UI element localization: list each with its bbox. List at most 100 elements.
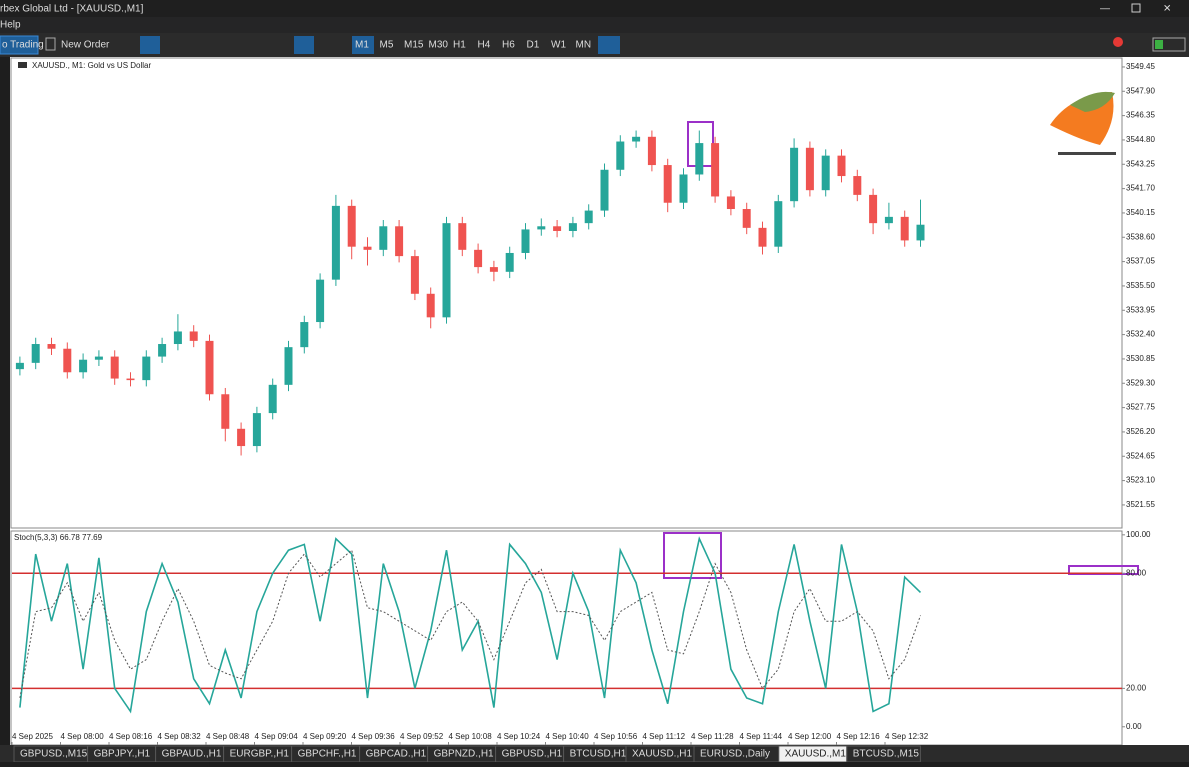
title-bar (0, 0, 1189, 17)
y-tick-label: 3532.40 (1126, 330, 1155, 339)
x-tick-label: 4 Sep 11:28 (691, 732, 734, 741)
y-tick-label: 3549.45 (1126, 62, 1155, 71)
candle-body (173, 331, 182, 345)
candle-body (474, 249, 483, 268)
y-tick-label: 3530.85 (1126, 354, 1155, 363)
algo-button[interactable] (0, 35, 39, 55)
battery (1152, 37, 1186, 52)
candle-body (94, 356, 103, 360)
new-order[interactable]: New Order (61, 40, 110, 51)
tab-label: GBPNZD.,H1 (434, 749, 494, 760)
x-tick-label: 4 Sep 11:44 (740, 732, 783, 741)
candle-body (158, 344, 167, 357)
candle-body (410, 256, 419, 294)
close[interactable]: ✕ (1163, 4, 1171, 15)
cursor-tool[interactable] (598, 36, 620, 54)
y-tick-label: 3524.65 (1126, 451, 1155, 460)
candle-body (126, 378, 135, 381)
candle-body (632, 136, 641, 142)
y-tick-label: 3546.35 (1126, 111, 1155, 120)
candle-body (284, 347, 293, 385)
tab-label: XAUUSD.,M1 (785, 749, 847, 760)
candle-body (47, 344, 56, 349)
y-tick-label: 3544.80 (1126, 135, 1155, 144)
candle-body (15, 362, 24, 370)
x-tick-label: 4 Sep 08:48 (206, 732, 250, 741)
candle-body (758, 227, 767, 247)
candle-body (647, 136, 656, 166)
x-tick-label: 4 Sep 10:40 (546, 732, 590, 741)
timeframe[interactable]: H4 (478, 40, 491, 51)
x-tick-label: 4 Sep 09:36 (352, 732, 396, 741)
candle-body (537, 226, 546, 230)
x-tick-label: 4 Sep 10:56 (594, 732, 638, 741)
y-tick-label: 3529.30 (1126, 378, 1155, 387)
y-tick-label: 3537.05 (1126, 257, 1155, 266)
candle-body (221, 394, 230, 429)
chart-title: XAUUSD., M1: Gold vs US Dollar (32, 61, 151, 70)
x-tick-label: 4 Sep 11:12 (643, 732, 686, 741)
menu-help[interactable]: Help (0, 20, 21, 31)
timeframe[interactable]: M5 (380, 40, 394, 51)
candle-body (521, 229, 530, 253)
candle-body (837, 155, 846, 177)
y-tick-label: 20.00 (1126, 683, 1147, 692)
y-tick-label: 3538.60 (1126, 232, 1155, 241)
candle-body (568, 223, 577, 231)
candle-body (869, 194, 878, 224)
x-tick-label: 4 Sep 09:04 (255, 732, 299, 741)
timeframe[interactable]: M30 (429, 40, 449, 51)
candle-body (347, 205, 356, 247)
candle-body (584, 210, 593, 224)
candle-body (695, 143, 704, 175)
minimize[interactable]: — (1100, 4, 1110, 15)
timeframe-active[interactable] (352, 36, 374, 54)
timeframe[interactable]: W1 (551, 40, 566, 51)
y-tick-label: 3533.95 (1126, 305, 1155, 314)
symbol-icon (18, 62, 27, 68)
tab-label: EURGBP.,H1 (230, 749, 290, 760)
timeframe[interactable]: MN (576, 40, 592, 51)
timeframe[interactable]: M1 (355, 40, 369, 51)
chart-area (10, 57, 1189, 745)
tab-label: GBPJPY.,H1 (94, 749, 151, 760)
tab-label: GBPUSD.,H1 (502, 749, 563, 760)
tab-label: XAUUSD.,H1 (632, 749, 692, 760)
y-tick-label: 100.00 (1126, 530, 1151, 539)
candle-body (237, 428, 246, 447)
timeframe[interactable]: H1 (453, 40, 466, 51)
candle-body (600, 169, 609, 211)
candle-mode[interactable] (140, 36, 160, 54)
candle-body (742, 209, 751, 228)
candle-body (63, 348, 72, 373)
candle-body (505, 252, 514, 272)
timeframe[interactable]: D1 (527, 40, 540, 51)
candle-body (711, 143, 720, 197)
candle-body (252, 413, 261, 447)
x-tick-label: 4 Sep 08:32 (158, 732, 202, 741)
timeframe[interactable]: H6 (502, 40, 515, 51)
candle-body (553, 226, 562, 231)
tab-label: EURUSD.,Daily (700, 749, 770, 760)
candle-body (395, 226, 404, 257)
candle-body (31, 344, 40, 363)
logo (1050, 91, 1116, 155)
candle-body (142, 356, 151, 381)
candle-body (679, 174, 688, 203)
timeframe[interactable]: M15 (404, 40, 424, 51)
notification[interactable] (1113, 37, 1123, 47)
autoscroll[interactable] (294, 36, 314, 54)
left-strip (0, 57, 10, 745)
candle-body (205, 340, 214, 395)
candle-body (110, 356, 119, 379)
maximize[interactable] (1131, 3, 1141, 13)
y-tick-label: 3526.20 (1126, 427, 1155, 436)
tab-label: GBPAUD.,H1 (162, 749, 222, 760)
stoch-line (19, 536, 922, 714)
candle-body (900, 216, 909, 241)
order-icon (45, 37, 56, 51)
tab-label: BTCUSD,H1 (570, 749, 627, 760)
candle-body (458, 223, 467, 250)
window-title: rbex Global Ltd - [XAUUSD.,M1] (0, 4, 144, 15)
